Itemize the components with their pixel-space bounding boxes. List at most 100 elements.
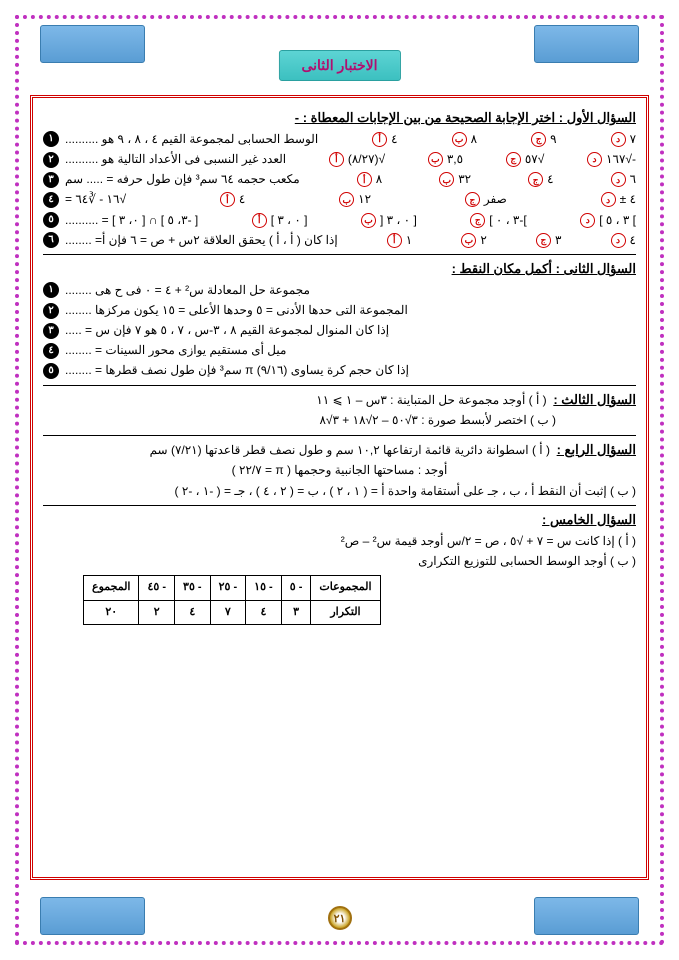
choice-d-icon: د	[580, 213, 595, 228]
table-row: المجموعات - ٥ - ١٥ - ٢٥ - ٣٥ - ٤٥ المجمو…	[84, 575, 381, 600]
choice-d-icon: د	[611, 233, 626, 248]
choice-c-icon: ج	[506, 152, 521, 167]
choice-d: ٤ ±	[620, 190, 636, 209]
table-header: المجموعات	[311, 575, 380, 600]
q-text: إذا كان ( أ ، أ ) يحقق العلاقة ٢س + ص = …	[65, 231, 338, 250]
divider	[43, 254, 636, 255]
q2-title: السؤال الثانى : أكمل مكان النقط :	[43, 259, 636, 280]
q5-title: السؤال الخامس :	[43, 510, 636, 531]
q2-item-2: ٢ المجموعة التى حدها الأدنى = ٥ وحدها الأ…	[43, 301, 636, 320]
choice-d-icon: د	[611, 132, 626, 147]
choice-d-icon: د	[611, 172, 626, 187]
choice-b-icon: ب	[439, 172, 454, 187]
choice-d-icon: د	[587, 152, 602, 167]
table-cell: ٤	[246, 600, 282, 625]
q-number: ١	[43, 282, 59, 298]
choice-c: ٣	[555, 231, 561, 250]
corner-tab-top-right	[534, 25, 639, 63]
table-cell: ٣	[281, 600, 311, 625]
q-text: المجموعة التى حدها الأدنى = ٥ وحدها الأع…	[65, 301, 408, 320]
choice-c-icon: ج	[470, 213, 485, 228]
choice-a-icon: أ	[387, 233, 402, 248]
q5-a: ( أ ) إذا كانت س = ٧ + √٥ ، ص = ٢/س أوجد…	[43, 532, 636, 551]
choice-a: ٤	[239, 190, 245, 209]
choice-a: [ ٠ ، ٣ ]	[271, 211, 308, 230]
table-cell: - ٥	[281, 575, 311, 600]
q2-item-5: ٥إذا كان حجم كرة يساوى (٩/١٦) π سم³ فإن …	[43, 361, 636, 380]
table-row: التكرار ٣ ٤ ٧ ٤ ٢ ٢٠	[84, 600, 381, 625]
q1-item-5: ٥ [ -٣، ٥ ] ∩ [ ٠، ٣ ] = .......... أ [ ٠…	[43, 211, 636, 230]
choice-b-icon: ب	[461, 233, 476, 248]
choice-c: ]-٣ ، ٠ ]	[489, 211, 526, 230]
q-number: ٥	[43, 363, 59, 379]
corner-tab-top-left	[40, 25, 145, 63]
q-text: العدد غير النسبى فى الأعداد التالية هو .…	[65, 150, 286, 169]
q3-a: ( أ ) أوجد مجموعة حل المتباينة : ٣س – ١ …	[316, 393, 546, 407]
q-text: مكعب حجمه ٦٤ سم³ فإن طول حرفه = ..... سم	[65, 170, 300, 189]
q2-item-1: ١مجموعة حل المعادلة س² + ٤ = ٠ فى ح هى .…	[43, 281, 636, 300]
choice-b: ١٢	[358, 190, 371, 209]
divider	[43, 435, 636, 436]
q-number: ٥	[43, 212, 59, 228]
choice-d: ٤	[630, 231, 636, 250]
q4-line-a: السؤال الرابع : ( أ ) اسطوانة دائرية قائ…	[43, 440, 636, 461]
choice-a-icon: أ	[357, 172, 372, 187]
divider	[43, 385, 636, 386]
choice-c: √٥٧	[525, 150, 544, 169]
choice-d: ٦	[630, 170, 636, 189]
choice-c: ٤	[547, 170, 553, 189]
q-number: ٦	[43, 232, 59, 248]
frequency-table: المجموعات - ٥ - ١٥ - ٢٥ - ٣٥ - ٤٥ المجمو…	[83, 575, 381, 625]
q1-item-3: ٣ مكعب حجمه ٦٤ سم³ فإن طول حرفه = ..... …	[43, 170, 636, 189]
choice-d: ] ٣ ، ٥ ]	[599, 211, 636, 230]
q1-item-6: ٦ إذا كان ( أ ، أ ) يحقق العلاقة ٢س + ص …	[43, 231, 636, 250]
table-cell: المجموع	[84, 575, 139, 600]
table-cell: - ١٥	[246, 575, 282, 600]
q-text: [ -٣، ٥ ] ∩ [ ٠، ٣ ] = ..........	[65, 211, 198, 230]
q-number: ٢	[43, 152, 59, 168]
q3-line-a: السؤال الثالث : ( أ ) أوجد مجموعة حل الم…	[43, 390, 636, 411]
choice-b-icon: ب	[428, 152, 443, 167]
choice-c-icon: ج	[531, 132, 546, 147]
exam-content: السؤال الأول : اختر الإجابة الصحيحة من ب…	[30, 95, 649, 880]
choice-a: ٨	[376, 170, 382, 189]
choice-b: ٢	[480, 231, 486, 250]
q1-item-1: ١ الوسط الحسابى لمجموعة القيم ٤ ، ٨ ، ٩ …	[43, 130, 636, 149]
choice-c-icon: ج	[536, 233, 551, 248]
q-number: ٤	[43, 192, 59, 208]
q-number: ١	[43, 131, 59, 147]
q1-title: السؤال الأول : اختر الإجابة الصحيحة من ب…	[43, 108, 636, 129]
q3-b: ( ب ) اختصر لأبسط صورة : ٣√٥٠ – ٢√١٨ + ٣…	[43, 411, 636, 430]
choice-b-icon: ب	[452, 132, 467, 147]
choice-a-icon: أ	[372, 132, 387, 147]
q1-item-4: ٤ √١٦ - ∛٦٤ = أ٤ ب١٢ جصفر د٤ ±	[43, 190, 636, 209]
q-text: ميل أى مستقيم يوازى محور السينات = .....…	[65, 341, 286, 360]
choice-d-icon: د	[601, 192, 616, 207]
choice-b: ٨	[471, 130, 477, 149]
corner-tab-bottom-right	[534, 897, 639, 935]
q4-b: ( ب ) إثبت أن النقط أ ، ب ، جـ على أستقا…	[43, 482, 636, 501]
q-text: الوسط الحسابى لمجموعة القيم ٤ ، ٨ ، ٩ هو…	[65, 130, 318, 149]
choice-d: ٧	[630, 130, 636, 149]
corner-tab-bottom-left	[40, 897, 145, 935]
q-number: ٣	[43, 172, 59, 188]
q-number: ٢	[43, 303, 59, 319]
page-number-badge: ٢١	[328, 906, 352, 930]
choice-a: √(٨/٢٧)	[348, 150, 385, 169]
page-title: الاختبار الثانى	[278, 50, 400, 81]
choice-b-icon: ب	[361, 213, 376, 228]
q3-title: السؤال الثالث :	[553, 392, 636, 407]
choice-a-icon: أ	[252, 213, 267, 228]
choice-b-icon: ب	[339, 192, 354, 207]
q-text: إذا كان المنوال لمجموعة القيم ٨ ، ٣-س ، …	[65, 321, 389, 340]
table-cell: ٤	[175, 600, 211, 625]
table-cell: ٧	[210, 600, 246, 625]
table-cell: ٢	[139, 600, 175, 625]
choice-b: [ ٠ ، ٣ [	[380, 211, 417, 230]
table-cell: - ٤٥	[139, 575, 175, 600]
choice-c-icon: ج	[528, 172, 543, 187]
choice-b: ٣,٥	[447, 150, 463, 169]
q4-a2: أوجد : مساحتها الجانبية وحجمها ( π = ٢٢/…	[43, 461, 636, 480]
q5-b: ( ب ) أوجد الوسط الحسابى للتوزيع التكرار…	[43, 552, 636, 571]
choice-a-icon: أ	[220, 192, 235, 207]
